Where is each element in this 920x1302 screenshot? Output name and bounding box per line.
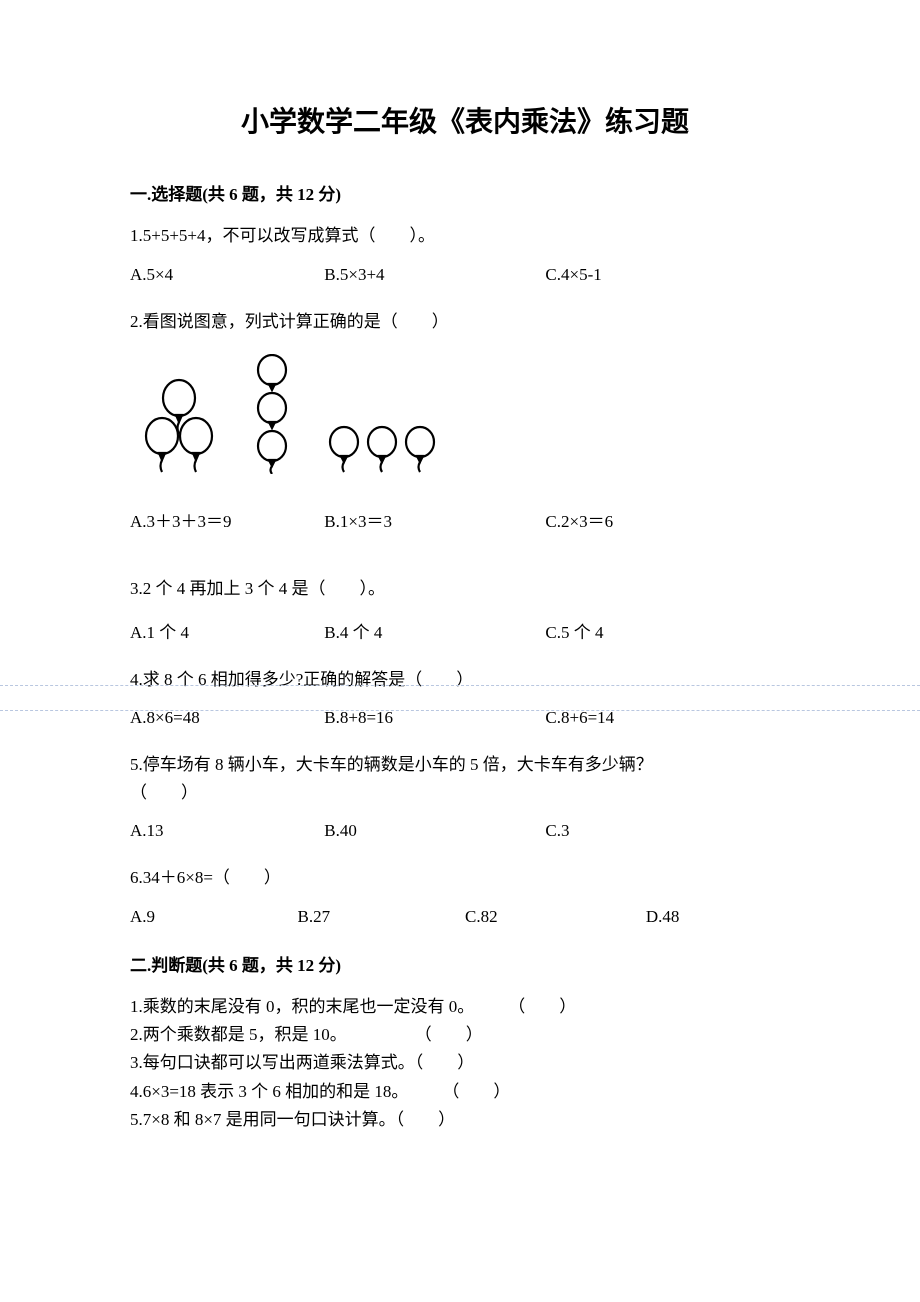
- q1-option-b: B.5×3+4: [324, 265, 545, 285]
- q4-option-c: C.8+6=14: [545, 708, 766, 728]
- q6-option-b: B.27: [298, 907, 466, 927]
- judge-4: 4.6×3=18 表示 3 个 6 相加的和是 18。 （ ）: [130, 1079, 800, 1105]
- q1-option-a: A.5×4: [130, 265, 324, 285]
- question-3-options: A.1 个 4 B.4 个 4 C.5 个 4: [130, 618, 800, 643]
- balloons-icon: [326, 422, 438, 474]
- question-4: 4.求 8 个 6 相加得多少?正确的解答是（ ）: [130, 667, 800, 693]
- question-6: 6.34＋6×8=（ ）: [130, 865, 800, 891]
- q6-option-c: C.82: [465, 907, 646, 927]
- q6-option-a: A.9: [130, 907, 298, 927]
- judge-1: 1.乘数的末尾没有 0，积的末尾也一定没有 0。 （ ）: [130, 994, 800, 1020]
- balloons-icon: [250, 354, 294, 474]
- q5-option-c: C.3: [545, 821, 766, 841]
- q2-option-c: C.2×3＝6: [545, 507, 766, 532]
- question-2: 2.看图说图意，列式计算正确的是（ ）: [130, 309, 800, 335]
- q5-option-b: B.40: [324, 821, 545, 841]
- balloon-image-row: [140, 354, 800, 479]
- question-3: 3.2 个 4 再加上 3 个 4 是（ ）。: [130, 576, 800, 602]
- q4-option-b: B.8+8=16: [324, 708, 545, 728]
- question-2-options: A.3＋3＋3＝9 B.1×3＝3 C.2×3＝6: [130, 507, 800, 532]
- judge-5: 5.7×8 和 8×7 是用同一句口诀计算。（ ）: [130, 1107, 800, 1133]
- question-6-options: A.9 B.27 C.82 D.48: [130, 907, 800, 927]
- document-title: 小学数学二年级《表内乘法》练习题: [130, 100, 800, 140]
- balloon-group-1: [140, 374, 218, 479]
- question-5-options: A.13 B.40 C.3: [130, 821, 800, 841]
- question-1-options: A.5×4 B.5×3+4 C.4×5-1: [130, 265, 800, 285]
- question-5-paren: （ ）: [130, 780, 800, 806]
- q3-option-c: C.5 个 4: [545, 618, 766, 643]
- question-4-options: A.8×6=48 B.8+8=16 C.8+6=14: [130, 708, 800, 728]
- q4-option-a: A.8×6=48: [130, 708, 324, 728]
- judge-2: 2.两个乘数都是 5，积是 10。 （ ）: [130, 1022, 800, 1048]
- balloons-icon: [140, 374, 218, 474]
- section-2-header: 二.判断题(共 6 题，共 12 分): [130, 951, 800, 976]
- worksheet-page: 小学数学二年级《表内乘法》练习题 一.选择题(共 6 题，共 12 分) 1.5…: [0, 0, 920, 1302]
- q3-option-b: B.4 个 4: [324, 618, 545, 643]
- q3-option-a: A.1 个 4: [130, 618, 324, 643]
- balloon-group-3: [326, 422, 438, 479]
- balloon-group-2: [250, 354, 294, 479]
- q5-option-a: A.13: [130, 821, 324, 841]
- q2-option-a: A.3＋3＋3＝9: [130, 507, 324, 532]
- q1-option-c: C.4×5-1: [545, 265, 766, 285]
- judge-3: 3.每句口诀都可以写出两道乘法算式。（ ）: [130, 1050, 800, 1076]
- q6-option-d: D.48: [646, 907, 800, 927]
- q2-option-b: B.1×3＝3: [324, 507, 545, 532]
- question-5: 5.停车场有 8 辆小车，大卡车的辆数是小车的 5 倍，大卡车有多少辆？: [130, 752, 800, 778]
- question-1: 1.5+5+5+4，不可以改写成算式（ ）。: [130, 223, 800, 249]
- section-1-header: 一.选择题(共 6 题，共 12 分): [130, 180, 800, 205]
